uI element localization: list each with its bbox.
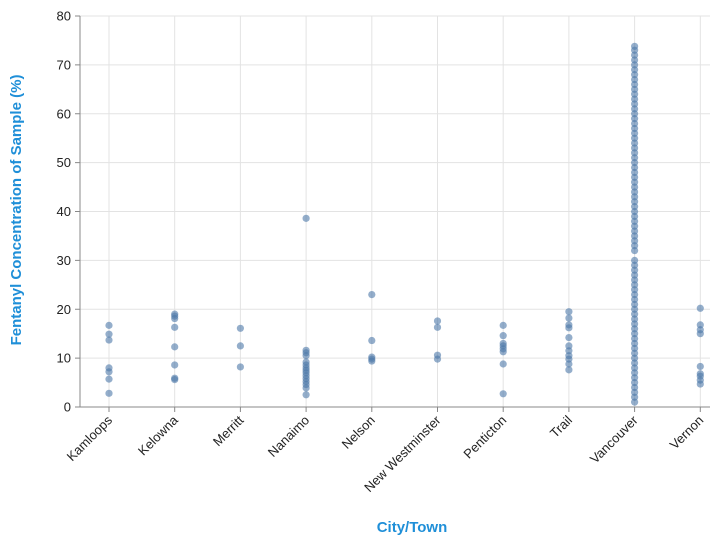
data-point (171, 323, 179, 331)
data-point (236, 324, 244, 332)
data-point (565, 366, 573, 374)
data-point (302, 214, 310, 222)
data-point (565, 333, 573, 342)
x-tick-label: Vernon (667, 413, 707, 453)
data-point (236, 363, 244, 371)
data-point (171, 361, 179, 369)
data-point (302, 346, 310, 354)
data-point (696, 370, 704, 378)
y-axis-title: Fentanyl Concentration of Sample (%) (8, 75, 25, 346)
data-point (433, 317, 442, 325)
data-point (105, 330, 113, 338)
y-tick-label: 80 (57, 9, 71, 24)
data-point (171, 310, 179, 318)
data-point (433, 323, 442, 331)
data-point (105, 336, 113, 344)
data-point (368, 290, 376, 299)
x-tick-label: Nelson (339, 413, 378, 452)
data-point (499, 390, 507, 398)
data-point (499, 360, 507, 368)
data-point (696, 304, 704, 312)
x-tick-label: Kamloops (64, 412, 116, 464)
x-tick-label: Nanaimo (265, 413, 312, 460)
data-point (171, 374, 179, 382)
data-point (105, 375, 113, 383)
data-point (499, 339, 507, 348)
data-point (565, 342, 573, 350)
data-point (105, 364, 113, 372)
y-tick-label: 50 (57, 155, 71, 170)
axes: 0 10 20 30 40 50 60 70 80 Kamloops Kelowna Merritt N… (57, 9, 710, 495)
y-tick-label: 0 (64, 400, 71, 415)
data-point (105, 321, 113, 329)
y-tick-label: 30 (57, 253, 71, 268)
data-point (302, 358, 310, 366)
x-tick-label: Merritt (210, 412, 247, 449)
data-point (171, 343, 179, 351)
y-tick-label: 40 (57, 204, 71, 219)
data-points (105, 42, 704, 406)
data-point (696, 362, 704, 371)
data-point (565, 308, 573, 316)
data-point (236, 342, 244, 350)
data-point (565, 321, 573, 329)
data-point (499, 321, 507, 329)
data-point (631, 256, 639, 264)
x-tick-label: Kelowna (135, 412, 181, 458)
x-tick-label: Penticton (460, 413, 509, 462)
data-point (433, 351, 442, 359)
y-tick-label: 60 (57, 106, 71, 121)
data-point (302, 391, 310, 399)
data-point (565, 314, 573, 322)
data-point (368, 353, 376, 361)
y-tick-label: 20 (57, 302, 71, 317)
x-axis-title: City/Town (377, 519, 448, 536)
data-point (499, 332, 507, 340)
x-tick-label: Trail (547, 412, 575, 440)
data-point (368, 336, 376, 345)
data-point (105, 389, 113, 397)
data-point (631, 42, 639, 50)
x-tick-label: Vancouver (587, 412, 641, 466)
y-tick-label: 70 (57, 57, 71, 72)
y-tick-label: 10 (57, 351, 71, 366)
data-point (696, 321, 704, 329)
